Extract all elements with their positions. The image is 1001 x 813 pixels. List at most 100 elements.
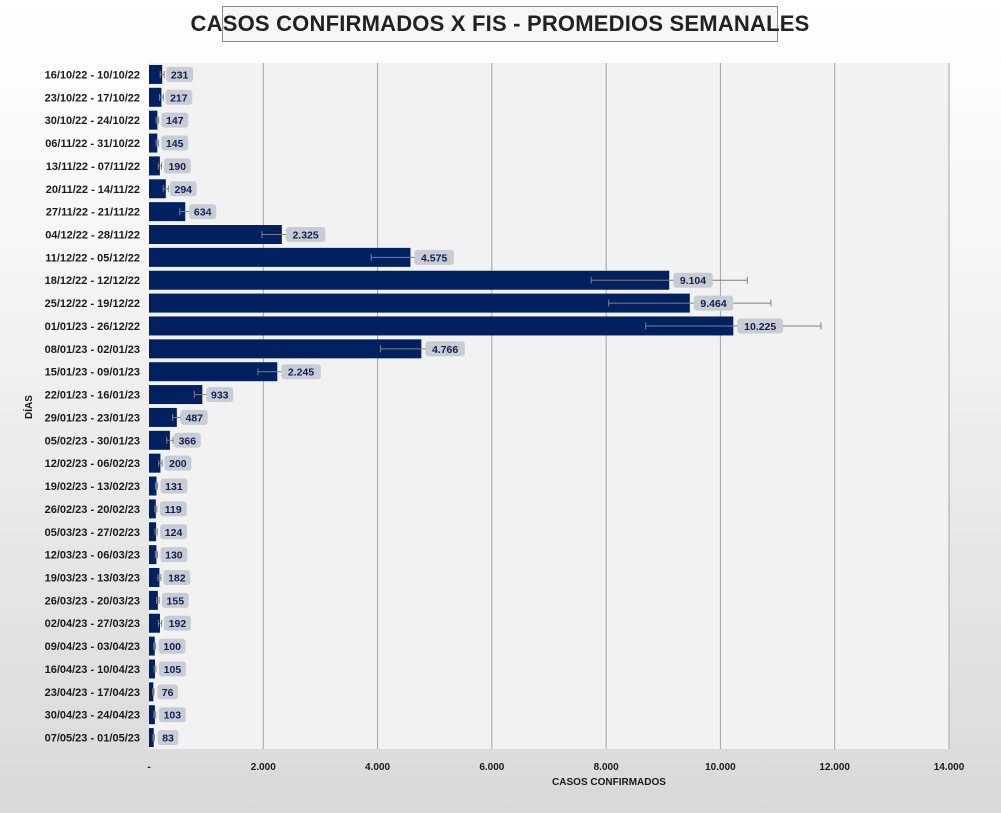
x-tick-label: 2.000: [251, 762, 276, 773]
bar: [149, 270, 670, 290]
bar: [149, 362, 278, 382]
data-label: 4.575: [421, 252, 447, 264]
category-label: 15/01/23 - 09/01/23: [45, 367, 140, 379]
data-label: 366: [179, 435, 197, 447]
bar: [149, 659, 155, 679]
category-label: 22/01/23 - 16/01/23: [45, 390, 140, 402]
data-label: 2.245: [288, 367, 314, 379]
data-label-background: [414, 249, 454, 265]
data-label: 130: [165, 550, 183, 562]
data-label-background: [693, 295, 734, 311]
data-label: 9.104: [680, 275, 706, 287]
data-label: 217: [170, 92, 188, 104]
category-label: 30/04/23 - 24/04/23: [45, 710, 140, 722]
data-label: 2.325: [292, 230, 318, 242]
data-label-background: [157, 684, 178, 700]
category-label: 09/04/23 - 03/04/23: [45, 641, 140, 653]
data-label-background: [159, 501, 187, 517]
data-label: 933: [211, 390, 229, 402]
data-label-background: [160, 524, 187, 540]
error-bar: [156, 596, 160, 604]
data-label: 182: [168, 573, 186, 585]
bar: [149, 545, 157, 565]
x-tick-label: -: [147, 762, 150, 773]
data-label-background: [173, 432, 201, 448]
error-bar: [157, 162, 162, 170]
x-tick-label: 14.000: [934, 762, 965, 773]
error-bar: [152, 688, 155, 696]
bar: [149, 202, 186, 222]
bar: [149, 568, 160, 587]
data-label: 294: [174, 184, 192, 196]
category-label: 05/03/23 - 27/02/23: [45, 527, 140, 539]
category-label: 06/11/22 - 31/10/22: [45, 138, 140, 150]
category-label: 20/11/22 - 14/11/22: [46, 184, 140, 196]
bar: [149, 385, 203, 405]
data-label-background: [189, 204, 217, 220]
data-label-background: [206, 387, 234, 403]
error-bar: [154, 482, 159, 490]
data-label-background: [163, 570, 191, 585]
data-label-background: [180, 409, 208, 425]
gridlines: [262, 63, 950, 749]
data-label-background: [166, 66, 194, 82]
x-tick-label: 4.000: [365, 762, 390, 773]
bar: [149, 247, 411, 267]
bar: [149, 613, 160, 633]
data-label: 155: [167, 595, 185, 607]
bar: [149, 293, 690, 313]
data-label: 487: [186, 412, 204, 424]
error-bar: [153, 642, 157, 650]
category-label: 05/02/23 - 30/01/23: [45, 435, 140, 447]
data-label: 231: [171, 69, 189, 81]
bar: [149, 476, 157, 496]
data-label-background: [160, 547, 188, 563]
y-axis-title: DÍAS: [22, 395, 35, 419]
bar: [149, 499, 156, 519]
data-label-background: [161, 112, 189, 128]
category-label: 19/02/23 - 13/02/23: [45, 481, 140, 493]
bar: [149, 179, 166, 199]
error-bar: [152, 734, 155, 742]
data-label: 10.225: [744, 321, 776, 333]
error-bar: [162, 185, 169, 193]
category-label: 13/11/22 - 07/11/22: [46, 161, 140, 173]
error-bar: [154, 505, 158, 513]
chart-title: CASOS CONFIRMADOS X FIS - PROMEDIOS SEMA…: [190, 11, 810, 36]
data-label-background: [165, 89, 193, 105]
error-bar: [159, 93, 164, 101]
plot-area: [149, 63, 949, 749]
category-label: 11/12/22 - 05/12/22: [45, 252, 140, 264]
data-label: 4.766: [432, 344, 458, 356]
error-bar: [154, 551, 159, 559]
bar: [149, 87, 162, 107]
data-label: 131: [165, 481, 183, 493]
chart-title-box: CASOS CONFIRMADOS X FIS - PROMEDIOS SEMA…: [191, 6, 809, 42]
data-label: 103: [164, 710, 182, 722]
bar: [149, 110, 158, 130]
data-label-background: [161, 135, 189, 151]
category-label: 26/03/23 - 20/03/23: [45, 595, 140, 607]
bar: [149, 522, 157, 542]
bar: [149, 682, 154, 702]
category-label: 12/02/23 - 06/02/23: [45, 458, 140, 470]
data-label-background: [673, 272, 713, 288]
error-bar: [157, 619, 163, 627]
data-label-background: [161, 592, 189, 608]
category-label: 02/04/23 - 27/03/23: [45, 618, 140, 630]
category-label: 01/01/23 - 26/12/22: [45, 321, 140, 333]
data-label-background: [281, 364, 321, 380]
category-label: 19/03/23 - 13/03/23: [45, 573, 140, 585]
data-label: 119: [165, 504, 182, 516]
category-label: 12/03/23 - 06/03/23: [45, 550, 140, 562]
data-label-background: [157, 730, 179, 746]
data-label: 105: [164, 664, 182, 676]
bar: [149, 407, 177, 427]
bar: [149, 590, 158, 610]
error-bar: [154, 528, 158, 536]
category-label: 04/12/22 - 28/11/22: [45, 230, 140, 242]
error-bar: [608, 299, 772, 307]
data-label: 145: [166, 138, 184, 150]
category-labels: 16/10/22 - 10/10/22 23/10/22 - 17/10/22 30…: [45, 69, 140, 744]
